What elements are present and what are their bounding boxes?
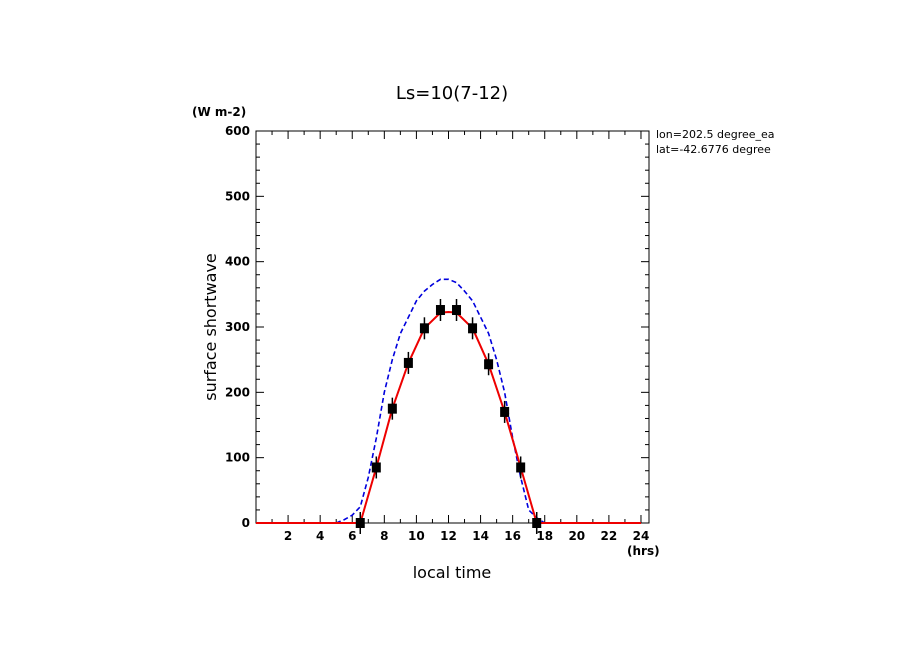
observation-marker — [452, 299, 462, 322]
marker-square — [452, 305, 462, 316]
x-tick-label: 4 — [316, 529, 324, 543]
y-tick-label: 100 — [225, 451, 250, 465]
marker-square — [500, 406, 510, 417]
marker-square — [355, 518, 365, 528]
observation-marker — [403, 351, 413, 374]
y-tick-label: 0 — [242, 516, 250, 530]
annotation-lon: lon=202.5 degree_ea — [656, 128, 775, 141]
x-tick-label: 22 — [601, 529, 618, 543]
y-tick-label: 600 — [225, 124, 250, 138]
x-tick-label: 8 — [380, 529, 388, 543]
x-tick-label: 2 — [284, 529, 292, 543]
marker-square — [484, 359, 494, 370]
marker-square — [419, 323, 429, 334]
x-tick-label: 14 — [472, 529, 489, 543]
marker-square — [532, 518, 542, 528]
observation-marker — [468, 317, 478, 340]
series-line-2 — [256, 311, 641, 524]
y-axis-label: surface shortwave — [201, 253, 220, 401]
y-tick-label: 300 — [225, 320, 250, 334]
x-tick-label: 24 — [633, 529, 650, 543]
x-tick-label: 10 — [408, 529, 425, 543]
x-tick-label: 6 — [348, 529, 356, 543]
marker-square — [403, 357, 413, 368]
marker-square — [387, 403, 397, 414]
observation-marker — [516, 456, 526, 479]
x-tick-label: 12 — [440, 529, 457, 543]
observation-marker — [500, 400, 510, 423]
x-tick-label: 20 — [568, 529, 585, 543]
marker-square — [371, 462, 381, 473]
observation-marker — [484, 353, 494, 376]
x-tick-label: 18 — [536, 529, 553, 543]
observation-marker — [419, 317, 429, 340]
marker-square — [435, 305, 445, 316]
marker-square — [516, 462, 526, 473]
x-axis-label: local time — [413, 563, 492, 582]
y-tick-label: 400 — [225, 255, 250, 269]
y-tick-label: 500 — [225, 189, 250, 203]
observation-marker — [387, 397, 397, 420]
marker-square — [468, 323, 478, 334]
x-tick-label: 16 — [504, 529, 521, 543]
observation-marker — [355, 512, 365, 534]
observation-marker — [532, 512, 542, 534]
annotation-lat: lat=-42.6776 degree — [656, 143, 771, 156]
y-unit: (W m-2) — [192, 105, 246, 119]
observation-marker — [371, 456, 381, 479]
x-unit: (hrs) — [627, 544, 660, 558]
observation-marker — [435, 299, 445, 322]
chart-title: Ls=10(7-12) — [396, 83, 508, 104]
y-tick-label: 200 — [225, 385, 250, 399]
